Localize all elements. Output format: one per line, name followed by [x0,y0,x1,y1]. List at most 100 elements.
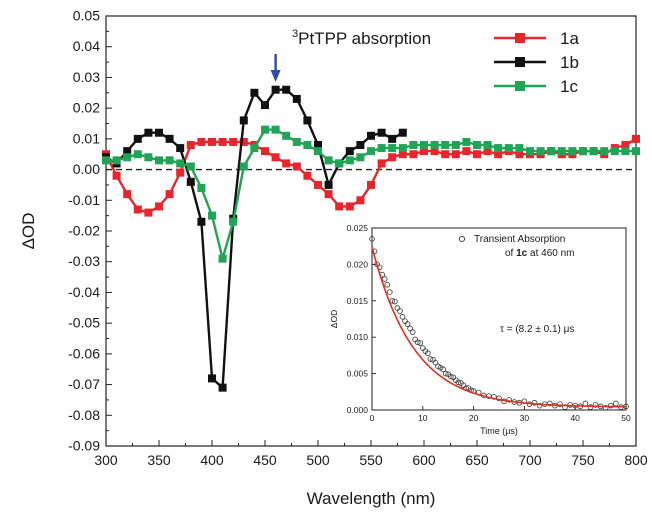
annotation-text: 3PtTPP absorption [292,28,431,48]
inset-legend-pre: of [505,248,516,259]
data-point-1b [208,374,216,382]
data-point-1a [441,150,449,158]
x-tick-label: 450 [253,452,277,468]
data-point-1c [123,153,131,161]
data-point-1b [272,86,280,94]
data-point-1a [229,138,237,146]
data-point-1c [325,156,333,164]
data-point-1a [261,147,269,155]
legend: 1a1b1c [494,29,579,96]
data-point-1b [144,129,152,137]
data-point-1c [558,147,566,155]
y-tick-label: 0.03 [73,69,100,85]
data-point-1c [537,147,545,155]
y-tick-label: -0.06 [68,345,100,361]
data-point-1c [462,138,470,146]
x-tick-label: 800 [624,452,648,468]
data-point-1c [515,144,523,152]
data-point-1c [409,141,417,149]
inset-legend-line2: of 1c at 460 nm [505,248,575,259]
data-point-1c [590,147,598,155]
inset-y-tick-label: 0.015 [347,296,369,306]
data-point-1b [187,178,195,186]
x-tick-label: 600 [412,452,436,468]
data-point-1c [102,156,110,164]
data-point-1c [219,255,227,263]
data-point-1c [250,144,258,152]
data-point-1c [473,141,481,149]
data-point-1c [547,147,555,155]
inset-x-tick-label: 40 [570,413,580,423]
data-point-1c [632,147,640,155]
inset-x-tick-label: 10 [418,413,428,423]
data-point-1c [208,212,216,220]
data-point-1a [219,138,227,146]
inset-y-tick-label: 0.000 [347,405,369,415]
annotation-label: PtTPP absorption [298,29,431,48]
data-point-1c [600,147,608,155]
data-point-1b [346,147,354,155]
data-point-1a [166,190,174,198]
data-point-1c [568,147,576,155]
data-point-1a [113,172,121,180]
data-point-1a [282,159,290,167]
inset-x-tick-label: 0 [370,413,375,423]
data-point-1b [261,101,269,109]
x-tick-label: 400 [200,452,224,468]
data-point-1c [293,138,301,146]
data-point-1c [441,141,449,149]
data-point-1a [187,141,195,149]
data-point-1c [420,141,428,149]
inset-y-tick-label: 0.005 [347,369,369,379]
x-tick-label: 750 [571,452,595,468]
data-point-1a [208,138,216,146]
data-point-1a [378,159,386,167]
inset-legend-line1: Transient Absorption [474,234,565,245]
inset-y-tick-label: 0.025 [347,223,369,233]
data-point-1c [176,159,184,167]
data-point-1a [176,169,184,177]
data-point-1c [431,141,439,149]
data-point-1b [282,86,290,94]
legend-label-1b: 1b [560,53,579,72]
x-tick-label: 650 [465,452,489,468]
data-point-1c [155,156,163,164]
inset-x-tick-label: 20 [469,413,479,423]
data-point-1c [579,147,587,155]
x-tick-label: 300 [94,452,118,468]
data-point-1c [526,147,534,155]
data-point-1b [356,141,364,149]
data-point-1b [250,89,258,97]
inset-legend-post: at 460 nm [527,248,574,259]
data-point-1c [452,141,460,149]
inset-x-tick-label: 30 [520,413,530,423]
data-point-1c [187,163,195,171]
data-point-1b [176,144,184,152]
x-tick-label: 550 [359,452,383,468]
inset-frame [372,228,626,410]
data-point-1c [335,159,343,167]
data-point-1a [346,202,354,210]
data-point-1a [314,181,322,189]
data-point-1c [346,156,354,164]
legend-marker-1a [515,33,525,43]
data-point-1a [303,172,311,180]
y-axis-title: ΔOD [19,213,38,250]
y-tick-label: -0.05 [68,315,100,331]
data-point-1a [462,147,470,155]
data-point-1b [388,135,396,143]
y-tick-label: -0.07 [68,376,100,392]
data-point-1c [505,144,513,152]
data-point-1b [325,181,333,189]
data-point-1a [335,202,343,210]
data-point-1c [144,153,152,161]
data-point-1a [452,150,460,158]
data-point-1a [409,150,417,158]
data-point-1c [611,147,619,155]
data-point-1a [325,190,333,198]
data-point-1c [378,144,386,152]
data-point-1a [632,135,640,143]
legend-label-1c: 1c [560,77,578,96]
